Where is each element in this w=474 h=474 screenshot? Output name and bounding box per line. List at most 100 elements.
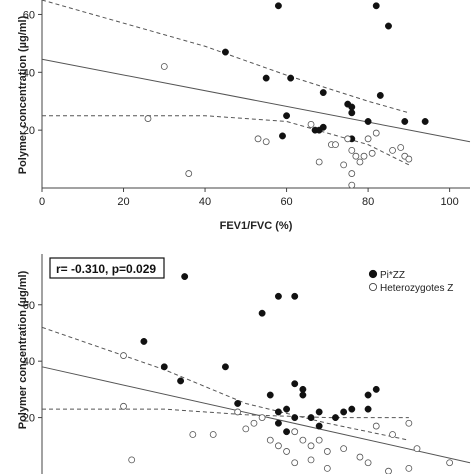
- bottom-point-heterozygote: [307, 456, 315, 464]
- bottom-point-pizz: [283, 428, 291, 436]
- top-point-pizz: [385, 22, 392, 30]
- bottom-point-heterozygote: [323, 448, 331, 455]
- top-point-heterozygote: [185, 170, 193, 177]
- top-point-pizz: [274, 2, 282, 10]
- top-point-heterozygote: [160, 63, 168, 70]
- bottom-point-heterozygote: [389, 431, 396, 438]
- bottom-point-pizz: [307, 414, 315, 422]
- bottom-point-heterozygote: [275, 442, 282, 450]
- top-point-pizz: [364, 118, 372, 125]
- bottom-point-pizz: [332, 414, 339, 422]
- bottom-point-heterozygote: [299, 436, 307, 444]
- chart-top-fit-lines: [41, 0, 471, 166]
- bottom-point-heterozygote: [307, 442, 315, 450]
- bottom-point-heterozygote: [364, 459, 372, 467]
- top-point-heterozygote: [397, 144, 405, 151]
- chart-top: Polymer concentration (µg/ml) 0 20 40 60 80 1…: [17, 0, 471, 232]
- top-y-tick-label: 40: [23, 67, 35, 79]
- bottom-point-heterozygote: [120, 352, 127, 359]
- legend-marker-pizz: [368, 269, 378, 279]
- bottom-point-pizz: [299, 385, 307, 393]
- top-ci-upper-line: [41, 0, 409, 114]
- bottom-point-pizz: [291, 292, 299, 300]
- top-point-pizz: [319, 89, 327, 97]
- bottom-point-pizz: [258, 309, 266, 317]
- top-point-pizz: [348, 103, 356, 111]
- top-y-tick-label: 60: [23, 9, 35, 21]
- top-point-heterozygote: [344, 135, 352, 143]
- bottom-point-heterozygote: [258, 414, 266, 421]
- chart-bottom-points: [120, 273, 454, 474]
- top-point-pizz: [287, 74, 295, 82]
- top-x-tick-label: 20: [117, 196, 129, 208]
- bottom-point-pizz: [315, 422, 323, 430]
- top-y-tick-label: 20: [23, 125, 35, 137]
- chart-top-points: [144, 2, 429, 189]
- bottom-ci-lower-line: [42, 408, 409, 419]
- bottom-point-heterozygote: [250, 419, 258, 427]
- top-point-heterozygote: [360, 152, 368, 160]
- top-regression-line: [41, 58, 471, 143]
- bottom-point-heterozygote: [405, 464, 413, 472]
- bottom-point-pizz: [291, 414, 299, 422]
- top-point-pizz: [421, 118, 429, 125]
- bottom-point-heterozygote: [372, 422, 380, 430]
- top-x-tick-label: 40: [199, 196, 211, 208]
- top-point-heterozygote: [348, 181, 356, 189]
- bottom-point-heterozygote: [283, 448, 290, 455]
- top-point-heterozygote: [352, 152, 360, 160]
- bottom-point-pizz: [340, 408, 348, 416]
- top-x-tick-label: 60: [280, 196, 292, 208]
- bottom-point-heterozygote: [189, 431, 197, 438]
- top-point-heterozygote: [356, 158, 364, 166]
- bottom-point-heterozygote: [209, 431, 217, 438]
- bottom-point-pizz: [291, 380, 299, 388]
- chart-bottom-fit-lines: [41, 326, 471, 464]
- top-point-pizz: [283, 112, 291, 120]
- bottom-point-pizz: [372, 385, 380, 393]
- top-point-heterozygote: [307, 120, 315, 128]
- bottom-point-heterozygote: [446, 459, 454, 467]
- bottom-point-pizz: [160, 363, 168, 371]
- bottom-y-tick-label: 40: [23, 356, 35, 368]
- top-point-pizz: [348, 109, 356, 117]
- bottom-point-heterozygote: [234, 408, 242, 416]
- top-x-tick-label: 100: [440, 196, 458, 208]
- bottom-point-pizz: [364, 391, 372, 399]
- top-point-heterozygote: [348, 146, 356, 154]
- bottom-point-heterozygote: [385, 467, 392, 474]
- bottom-point-heterozygote: [291, 428, 299, 436]
- bottom-point-heterozygote: [291, 459, 299, 467]
- legend-label-heterozygotes: Heterozygotes Z: [380, 283, 453, 294]
- bottom-point-heterozygote: [315, 436, 323, 444]
- bottom-point-pizz: [283, 405, 291, 413]
- bottom-point-pizz: [140, 337, 148, 345]
- chart-bottom-ylabel: Polymer concentration (µg/ml): [17, 270, 29, 429]
- bottom-point-heterozygote: [128, 456, 136, 464]
- bottom-point-pizz: [221, 363, 229, 371]
- top-point-pizz: [372, 2, 380, 10]
- top-point-heterozygote: [368, 149, 376, 157]
- bottom-y-tick-label: 20: [23, 413, 35, 425]
- bottom-point-heterozygote: [340, 445, 348, 453]
- annotation-box: [49, 257, 165, 279]
- top-point-heterozygote: [364, 135, 372, 143]
- top-point-pizz: [279, 132, 286, 140]
- bottom-point-heterozygote: [242, 425, 250, 433]
- top-point-pizz: [262, 74, 270, 82]
- bottom-point-pizz: [348, 405, 356, 413]
- top-point-heterozygote: [254, 135, 262, 143]
- chart-top-ylabel: Polymer concentration (µg/ml): [17, 15, 29, 174]
- top-point-pizz: [221, 48, 229, 56]
- top-point-heterozygote: [348, 170, 356, 177]
- annotation-text: r= -0.310, p=0.029: [56, 262, 156, 276]
- chart-top-x-ticks: 0 20 40 60 80 100: [39, 188, 459, 208]
- bottom-point-pizz: [234, 400, 242, 407]
- bottom-point-heterozygote: [413, 445, 421, 453]
- top-point-heterozygote: [262, 138, 270, 146]
- top-point-heterozygote: [144, 115, 152, 122]
- bottom-y-tick-label: 60: [23, 300, 35, 312]
- top-point-heterozygote: [340, 161, 348, 169]
- legend-label-pizz: Pi*ZZ: [380, 270, 405, 281]
- bottom-point-heterozygote: [266, 436, 274, 444]
